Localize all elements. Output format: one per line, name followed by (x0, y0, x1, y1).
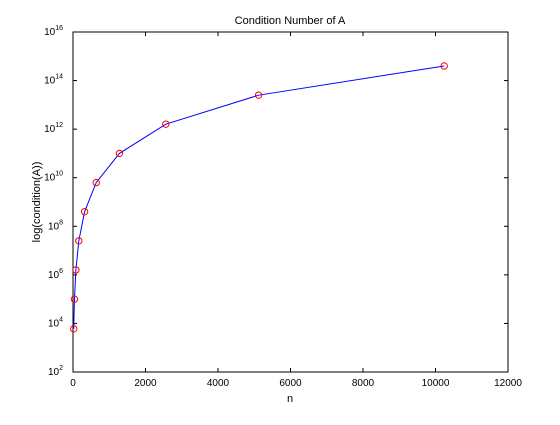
data-point-marker (75, 237, 83, 245)
data-point-marker (162, 120, 170, 128)
y-axis-ticks: 102 104 106 108 1010 1012 1014 1016 (44, 25, 508, 378)
x-axis-label: n (287, 393, 293, 405)
plot-area (72, 31, 509, 373)
y-tick-label: 1010 (44, 171, 63, 184)
y-tick-label: 104 (48, 316, 63, 329)
y-tick-label: 106 (48, 268, 63, 281)
x-tick-label: 0 (70, 378, 76, 389)
x-axis-ticks: 0 2000 4000 6000 8000 10000 12000 (70, 32, 522, 389)
y-tick-label: 102 (48, 365, 63, 378)
x-tick-label: 2000 (134, 378, 157, 389)
x-tick-label: 8000 (352, 378, 375, 389)
x-tick-label: 12000 (494, 378, 522, 389)
data-point-marker (440, 62, 448, 70)
series-line (73, 65, 445, 329)
data-point-marker (92, 178, 100, 187)
chart-title: Condition Number of A (235, 15, 346, 27)
data-point-marker (115, 149, 124, 158)
y-axis-label: log(condition(A)) (31, 162, 43, 243)
y-tick-label: 1012 (44, 122, 63, 135)
y-tick-label: 1014 (44, 74, 63, 87)
data-point-marker (70, 325, 78, 333)
data-point-marker (254, 91, 263, 99)
x-tick-label: 4000 (207, 378, 230, 389)
y-tick-label: 108 (48, 219, 63, 232)
data-point-marker (80, 207, 89, 216)
series-layer (70, 62, 448, 333)
x-tick-label: 10000 (422, 378, 450, 389)
x-tick-label: 6000 (279, 378, 302, 389)
data-point-marker (70, 295, 79, 303)
y-tick-label: 1016 (44, 25, 63, 38)
data-point-marker (72, 266, 80, 274)
